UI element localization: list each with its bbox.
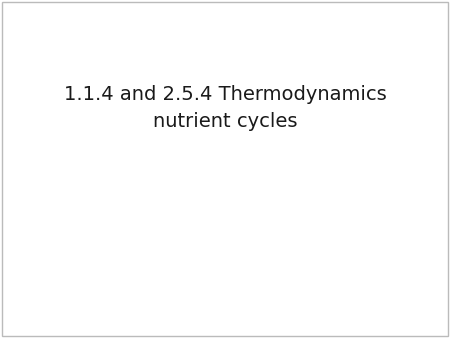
Text: 1.1.4 and 2.5.4 Thermodynamics
nutrient cycles: 1.1.4 and 2.5.4 Thermodynamics nutrient … bbox=[63, 86, 387, 131]
